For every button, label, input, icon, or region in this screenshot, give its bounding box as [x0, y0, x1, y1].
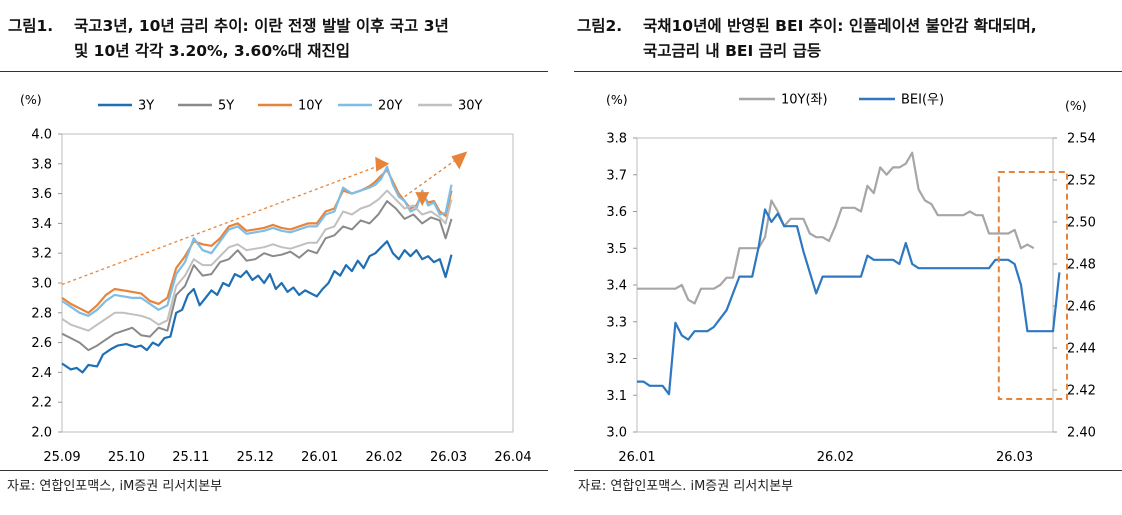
figure-2-title-line1: 국채10년에 반영된 BEI 추이: 인플레이션 불안감 확대되며, — [643, 17, 1037, 35]
y-tick-label: 3.8 — [31, 157, 52, 172]
legend-label-10y: 10Y — [298, 99, 323, 114]
trend-arrow-head — [415, 192, 430, 207]
x-tick-label: 26.02 — [366, 450, 403, 465]
x-tick-label: 25.11 — [172, 450, 209, 465]
y-right-tick-label: 2.54 — [1067, 132, 1096, 147]
figure-2-bottom-rule — [574, 470, 1122, 471]
y-axis-unit: (%) — [20, 92, 42, 107]
x-tick-label: 25.10 — [108, 450, 145, 465]
legend-label-bei-right: BEI(우) — [901, 93, 944, 108]
legend-label-3y: 3Y — [138, 99, 154, 114]
y-left-tick-label: 3.1 — [606, 389, 627, 404]
figure-1-title-line1: 국고3년, 10년 금리 추이: 이란 전쟁 발발 이후 국고 3년 — [74, 17, 449, 35]
y-right-tick-label: 2.50 — [1067, 216, 1096, 231]
y-axis-right-unit: (%) — [1065, 98, 1087, 113]
y-right-tick-label: 2.42 — [1067, 384, 1096, 399]
trend-arrow-head — [375, 156, 390, 172]
chart-2: (%) (%) 3.8 3.7 3.6 3.5 3.4 3.3 3.2 3.1 3.0 2.54 2.5… — [606, 92, 1096, 465]
y-right-tick-label: 2.48 — [1067, 258, 1096, 273]
plot-frame — [636, 137, 1054, 433]
y-tick-label: 2.0 — [31, 426, 52, 441]
x-tick-label: 25.09 — [43, 450, 80, 465]
y-tick-label: 3.2 — [31, 247, 52, 262]
figure-2-source: 자료: 연합인포맥스. iM증권 리서치본부 — [578, 479, 794, 494]
highlight-box — [997, 171, 1068, 400]
legend-label-30y: 30Y — [458, 99, 483, 114]
figure-2-title-line2: 국고금리 내 BEI 금리 급등 — [643, 42, 822, 60]
x-tick-label: 26.02 — [817, 450, 854, 465]
x-tick-label: 26.03 — [430, 450, 467, 465]
series-line-30y — [61, 189, 453, 332]
figure-2: 그림2. 국채10년에 반영된 BEI 추이: 인플레이션 불안감 확대되며, … — [574, 0, 1122, 515]
y-tick-label: 2.8 — [31, 306, 52, 321]
figure-1-source: 자료: 연합인포맥스, iM증권 리서치본부 — [7, 479, 223, 494]
y-tick-label: 2.4 — [31, 366, 52, 381]
y-tick-label: 4.0 — [31, 128, 52, 143]
figure-1: 그림1. 국고3년, 10년 금리 추이: 이란 전쟁 발발 이후 국고 3년 … — [0, 0, 548, 515]
x-tick-label: 25.12 — [237, 450, 274, 465]
figure-1-bottom-rule — [0, 470, 548, 471]
y-right-tick-label: 2.44 — [1067, 342, 1096, 357]
figure-2-label: 그림2. — [577, 17, 623, 35]
y-left-tick-label: 3.7 — [606, 168, 627, 183]
legend-label-5y: 5Y — [218, 99, 234, 114]
y-left-tick-label: 3.2 — [606, 352, 627, 367]
trend-line — [404, 160, 455, 198]
y-tick-label: 3.4 — [31, 217, 52, 232]
series-line-3y — [61, 240, 453, 374]
x-tick-label: 26.04 — [494, 450, 531, 465]
trend-arrow-head — [451, 151, 468, 170]
y-right-tick-label: 2.46 — [1067, 300, 1096, 315]
y-tick-label: 3.0 — [31, 277, 52, 292]
figure-1-top-rule — [0, 71, 548, 72]
y-left-tick-label: 3.4 — [606, 279, 627, 294]
figure-1-title-line2: 및 10년 각각 3.20%, 3.60%대 재진입 — [74, 42, 351, 60]
y-right-tick-label: 2.40 — [1067, 426, 1096, 441]
x-tick-label: 26.01 — [301, 450, 338, 465]
figure-2-top-rule — [574, 71, 1122, 72]
x-tick-label: 26.03 — [996, 450, 1033, 465]
y-left-tick-label: 3.0 — [606, 426, 627, 441]
series-line-10y — [637, 151, 1035, 305]
chart-1: (%) 4.0 3.8 3.6 3.4 3.2 3.0 2.8 2.6 2.4 2.2 2.0 25.0… — [20, 92, 532, 465]
plot-frame — [61, 133, 514, 433]
series-line-5y — [61, 200, 453, 352]
y-left-tick-label: 3.5 — [606, 242, 627, 257]
y-left-tick-label: 3.6 — [606, 205, 627, 220]
series-line-bei — [637, 208, 1061, 396]
y-left-tick-label: 3.8 — [606, 132, 627, 147]
y-axis-left-unit: (%) — [606, 92, 628, 107]
y-tick-label: 2.6 — [31, 336, 52, 351]
y-tick-label: 2.2 — [31, 396, 52, 411]
y-tick-label: 3.6 — [31, 187, 52, 202]
y-right-tick-label: 2.52 — [1067, 174, 1096, 189]
x-tick-label: 26.01 — [618, 450, 655, 465]
series-line-10y — [61, 168, 453, 314]
figure-1-label: 그림1. — [8, 17, 54, 35]
legend-label-20y: 20Y — [378, 99, 403, 114]
series-line-20y — [61, 165, 453, 317]
legend-label-10y-left: 10Y(좌) — [781, 93, 828, 108]
y-left-tick-label: 3.3 — [606, 315, 627, 330]
